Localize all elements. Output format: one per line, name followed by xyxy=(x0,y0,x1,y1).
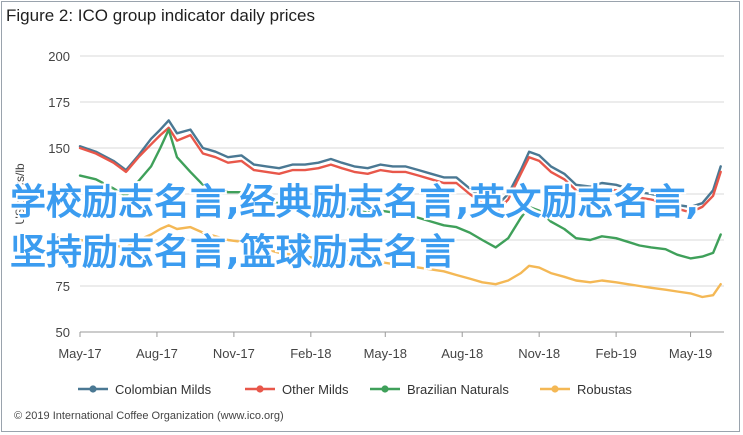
chart-title: Figure 2: ICO group indicator daily pric… xyxy=(6,6,315,25)
y-axis-label: US cents/lb xyxy=(13,163,27,225)
y-tick-label: 175 xyxy=(48,95,70,110)
y-tick-label: 125 xyxy=(48,187,70,202)
x-tick-label: Feb-18 xyxy=(290,346,331,361)
series-line-colombian-milds xyxy=(78,119,722,209)
legend-entry: Robustas xyxy=(577,382,632,397)
legend-marker xyxy=(89,385,97,393)
x-tick-label: May-18 xyxy=(364,346,407,361)
legend: Colombian Milds Other Milds Brazilian Natu… xyxy=(78,382,632,397)
series-line-brazilian-naturals xyxy=(78,128,722,260)
x-tick-label: Nov-17 xyxy=(213,346,255,361)
copyright-footer: © 2019 International Coffee Organization… xyxy=(14,410,284,422)
legend-marker xyxy=(256,385,264,393)
x-tick-label: May-17 xyxy=(58,346,101,361)
x-tick-label: May-19 xyxy=(669,346,712,361)
y-tick-label: 75 xyxy=(56,279,70,294)
series-line-robustas xyxy=(78,224,722,299)
y-tick-label: 50 xyxy=(56,325,70,340)
series-lines xyxy=(78,119,722,299)
watermark-overlay-text: 学校励志名言,经典励志名言,英文励志名言,坚持励志名言,篮球励志名言 xyxy=(10,182,700,273)
series-line-other-milds xyxy=(78,126,722,214)
legend-entry: Colombian Milds xyxy=(115,382,212,397)
x-tick-label: Aug-17 xyxy=(136,346,178,361)
legend-marker xyxy=(551,385,559,393)
legend-entry: Other Milds xyxy=(282,382,349,397)
y-tick-label: 200 xyxy=(48,49,70,64)
y-tick-label: 100 xyxy=(48,233,70,248)
axes: 50 75 100 125 150 175 200 May-17 Aug-17 Nov-17 Feb… xyxy=(13,49,724,361)
x-tick-label: Nov-18 xyxy=(518,346,560,361)
legend-marker xyxy=(381,385,389,393)
y-tick-label: 150 xyxy=(48,141,70,156)
legend-entry: Brazilian Naturals xyxy=(407,382,509,397)
x-tick-label: Feb-19 xyxy=(596,346,637,361)
x-tick-label: Aug-18 xyxy=(441,346,483,361)
